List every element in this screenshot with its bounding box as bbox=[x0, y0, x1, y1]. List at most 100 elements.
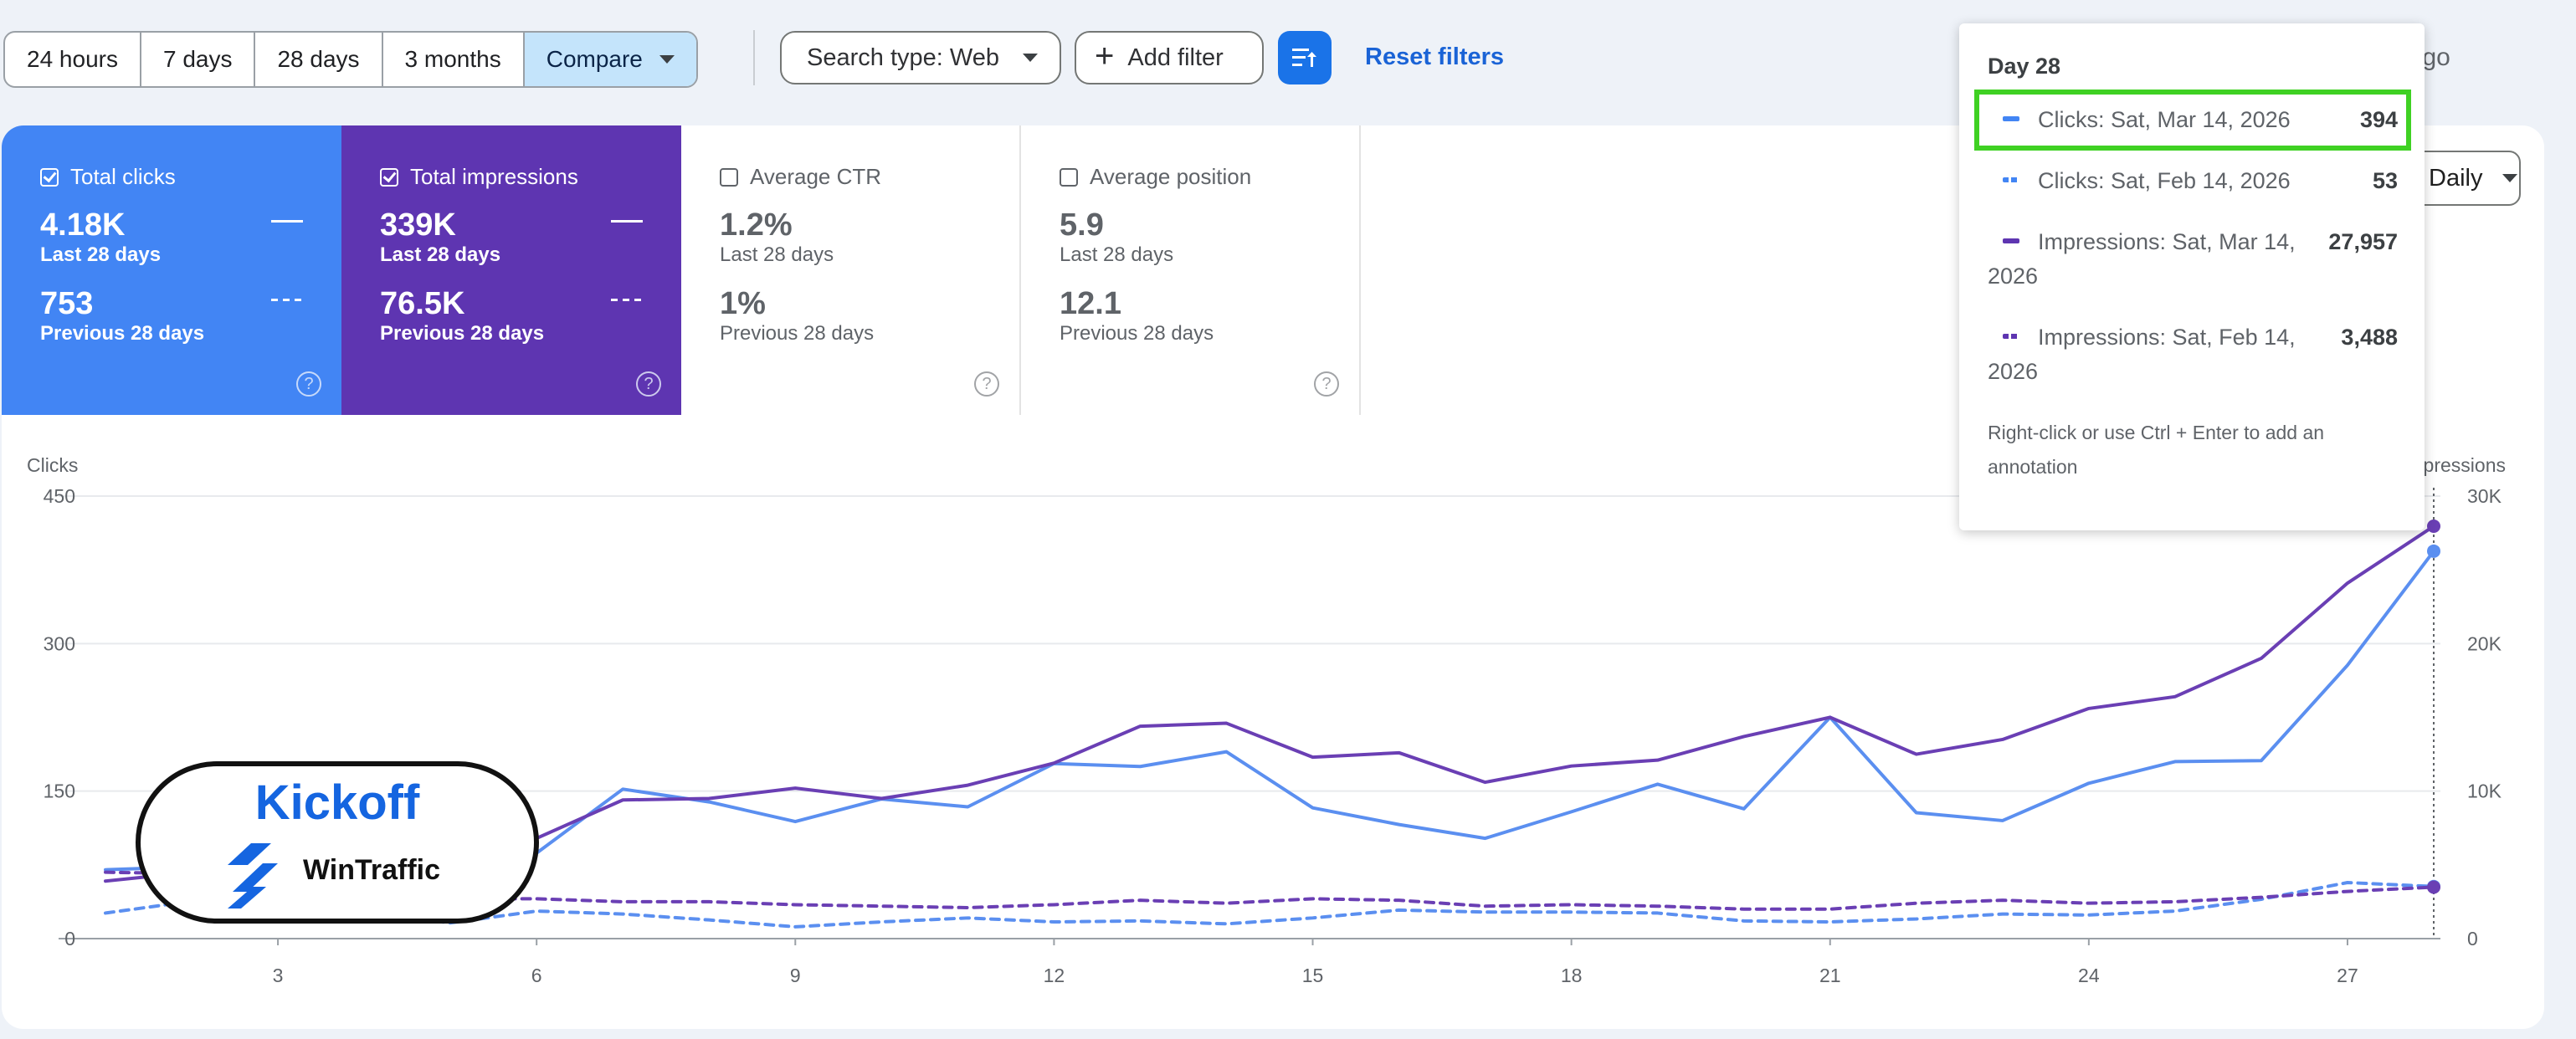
wintraffic-logo-icon bbox=[228, 843, 278, 908]
help-icon[interactable]: ? bbox=[974, 371, 999, 397]
metric-value: 4.18K bbox=[40, 207, 126, 243]
y-right-tick-label: 20K bbox=[2467, 632, 2502, 654]
y-right-tick-label: 10K bbox=[2467, 781, 2502, 802]
range-24-hours[interactable]: 24 hours bbox=[5, 33, 141, 86]
tooltip-footer: Right-click or use Ctrl + Enter to add a… bbox=[1988, 422, 2325, 478]
kickoff-badge: Kickoff WinTraffic bbox=[136, 761, 539, 924]
help-icon[interactable]: ? bbox=[1314, 371, 1339, 397]
tooltip-row-value: 53 bbox=[2372, 168, 2398, 193]
checkbox-checked-icon[interactable] bbox=[380, 167, 398, 187]
tooltip-row-label: Clicks: Sat, Mar 14, 2026 bbox=[2038, 107, 2291, 132]
dashed-line-legend-icon bbox=[271, 299, 303, 301]
metric-average-ctr[interactable]: Average CTR 1.2% Last 28 days 1% Previou… bbox=[681, 125, 1021, 415]
chevron-down-icon bbox=[1022, 54, 1038, 62]
metric-total-impressions[interactable]: Total impressions 339K Last 28 days 76.5… bbox=[341, 125, 681, 415]
dashed-line-legend-icon bbox=[2003, 177, 2019, 182]
x-tick-label: 21 bbox=[1819, 965, 1841, 986]
series-point-0 bbox=[2427, 544, 2440, 558]
series-line-2 bbox=[104, 880, 2435, 929]
x-tick-label: 6 bbox=[531, 965, 542, 986]
x-tick-label: 3 bbox=[273, 965, 284, 986]
tooltip-row-value: 394 bbox=[2359, 107, 2398, 132]
metric-value: 339K bbox=[380, 207, 456, 243]
filter-settings-button[interactable] bbox=[1278, 31, 1332, 84]
metric-period: Last 28 days bbox=[40, 243, 162, 266]
search-type-dropdown[interactable]: Search type: Web bbox=[780, 31, 1061, 84]
metric-period: Last 28 days bbox=[380, 243, 501, 266]
solid-line-legend-icon bbox=[2003, 115, 2019, 121]
solid-line-legend-icon bbox=[2003, 238, 2019, 243]
metric-title: Total clicks bbox=[70, 164, 176, 189]
compare-label: Compare bbox=[546, 46, 643, 72]
series-point-3 bbox=[2427, 880, 2440, 894]
metric-title: Average CTR bbox=[750, 164, 882, 189]
badge-headline: Kickoff bbox=[254, 775, 420, 830]
x-tick-label: 15 bbox=[1302, 965, 1324, 986]
range-3-months[interactable]: 3 months bbox=[383, 33, 525, 86]
solid-line-legend-icon bbox=[271, 220, 303, 223]
y-right-tick-label: 0 bbox=[2467, 928, 2478, 949]
help-icon[interactable]: ? bbox=[296, 371, 321, 397]
checkbox-unchecked-icon[interactable] bbox=[1060, 167, 1078, 187]
metric-previous-value: 753 bbox=[40, 286, 94, 321]
dashed-line-legend-icon bbox=[611, 299, 643, 301]
metric-value: 1.2% bbox=[720, 207, 793, 243]
metric-previous-value: 1% bbox=[720, 286, 766, 321]
metric-title: Total impressions bbox=[410, 164, 578, 189]
filter-list-icon bbox=[1292, 49, 1316, 67]
checkbox-checked-icon[interactable] bbox=[40, 167, 59, 187]
add-filter-button[interactable]: + Add filter bbox=[1075, 31, 1264, 84]
y-left-tick-label: 150 bbox=[44, 781, 75, 802]
tooltip-row-label: Impressions: Sat, Mar 14, 2026 bbox=[1988, 229, 2296, 289]
x-tick-label: 24 bbox=[2078, 965, 2100, 986]
series-point-1 bbox=[2427, 520, 2440, 534]
reset-filters-link[interactable]: Reset filters bbox=[1365, 44, 1505, 70]
tooltip-row: Clicks: Sat, Feb 14, 2026 53 bbox=[1988, 164, 2398, 198]
chevron-down-icon bbox=[659, 55, 675, 64]
search-type-label: Search type: Web bbox=[807, 44, 999, 71]
metric-average-position[interactable]: Average position 5.9 Last 28 days 12.1 P… bbox=[1021, 125, 1361, 415]
metric-previous-period: Previous 28 days bbox=[720, 322, 875, 345]
chart-tooltip: Day 28 Clicks: Sat, Mar 14, 2026 394 Cli… bbox=[1959, 23, 2425, 530]
metric-title: Average position bbox=[1090, 164, 1252, 189]
x-tick-label: 18 bbox=[1561, 965, 1583, 986]
tooltip-row-value: 3,488 bbox=[2341, 325, 2398, 350]
tooltip-title: Day 28 bbox=[1988, 54, 2061, 79]
metric-value: 5.9 bbox=[1060, 207, 1104, 243]
range-28-days[interactable]: 28 days bbox=[255, 33, 383, 86]
tooltip-row: Impressions: Sat, Mar 14, 2026 27,957 bbox=[1988, 225, 2398, 294]
metric-previous-value: 76.5K bbox=[380, 286, 465, 321]
compare-dropdown[interactable]: Compare bbox=[524, 33, 696, 86]
plus-icon: + bbox=[1095, 38, 1115, 74]
badge-brand: WinTraffic bbox=[303, 854, 441, 886]
y-left-tick-label: 300 bbox=[44, 632, 75, 654]
tooltip-row-value: 27,957 bbox=[2328, 229, 2398, 254]
tooltip-row: Impressions: Sat, Feb 14, 2026 3,488 bbox=[1988, 320, 2398, 389]
dashed-line-legend-icon bbox=[2003, 333, 2019, 339]
toolbar: 24 hours 7 days 28 days 3 months Compare… bbox=[0, 0, 2576, 117]
metric-previous-period: Previous 28 days bbox=[380, 322, 545, 345]
toolbar-divider bbox=[753, 30, 755, 85]
metric-period: Last 28 days bbox=[1060, 243, 1174, 266]
y-left-tick-label: 450 bbox=[44, 485, 75, 507]
x-tick-label: 27 bbox=[2337, 965, 2358, 986]
range-7-days[interactable]: 7 days bbox=[141, 33, 256, 86]
tooltip-row-label: Impressions: Sat, Feb 14, 2026 bbox=[1988, 325, 2296, 384]
date-range-selector: 24 hours 7 days 28 days 3 months Compare bbox=[3, 31, 698, 88]
tooltip-row-label: Clicks: Sat, Feb 14, 2026 bbox=[2038, 168, 2291, 193]
add-filter-label: Add filter bbox=[1127, 44, 1224, 71]
tooltip-row: Clicks: Sat, Mar 14, 2026 394 bbox=[1974, 90, 2411, 151]
x-tick-label: 12 bbox=[1044, 965, 1065, 986]
checkbox-unchecked-icon[interactable] bbox=[720, 167, 738, 187]
solid-line-legend-icon bbox=[611, 220, 643, 223]
metric-previous-period: Previous 28 days bbox=[1060, 322, 1214, 345]
metric-previous-period: Previous 28 days bbox=[40, 322, 205, 345]
help-icon[interactable]: ? bbox=[636, 371, 661, 397]
chevron-down-icon bbox=[2502, 174, 2518, 182]
y-left-tick-label: 0 bbox=[64, 928, 75, 949]
granularity-dropdown[interactable]: Daily bbox=[2395, 151, 2521, 206]
y-right-tick-label: 30K bbox=[2467, 485, 2502, 507]
x-tick-label: 9 bbox=[790, 965, 801, 986]
metric-total-clicks[interactable]: Total clicks 4.18K Last 28 days 753 Prev… bbox=[2, 125, 341, 415]
y-left-axis-label: Clicks bbox=[27, 454, 78, 476]
